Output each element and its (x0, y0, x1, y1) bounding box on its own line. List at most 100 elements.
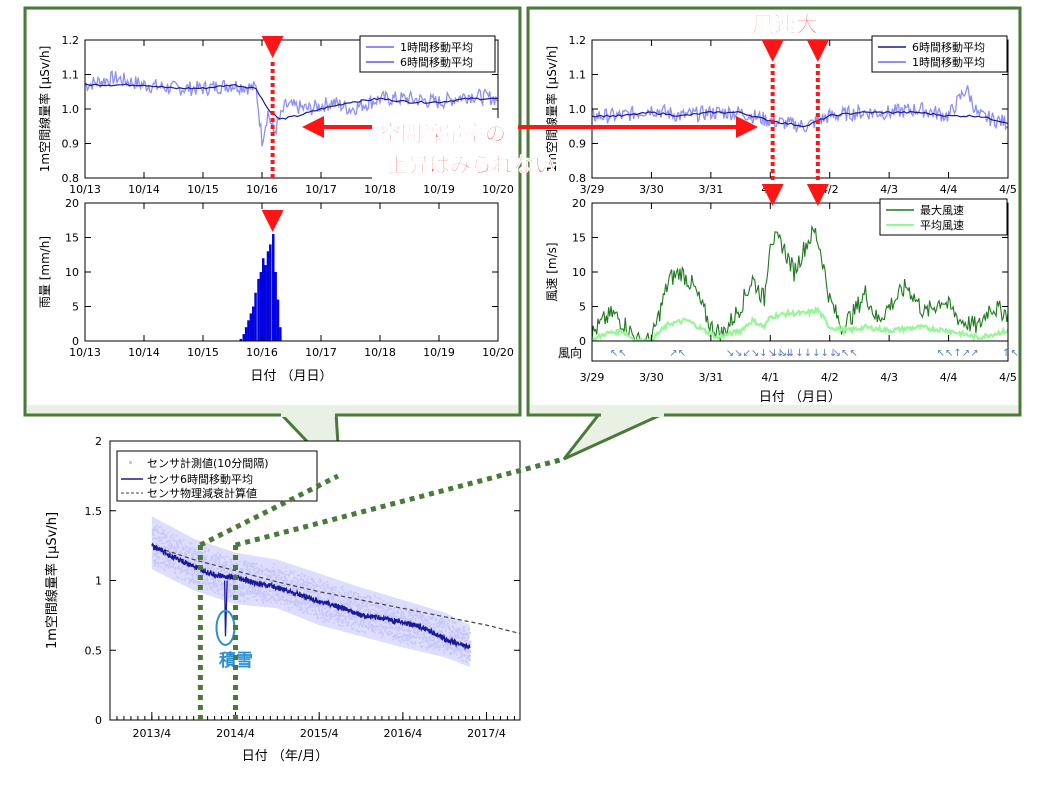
left-dose-xtick-label: 10/15 (187, 183, 219, 196)
strong-wind-annotation: 風速大 (752, 12, 818, 38)
left-dose-ytick-label: 1.2 (62, 34, 80, 47)
wind-peak-marker-top (806, 40, 829, 62)
right-wind-xtick-label: 4/3 (880, 371, 898, 384)
left-dose-xtick-label: 10/18 (364, 183, 396, 196)
right-wind-ytick-label: 5 (579, 301, 586, 314)
rain-bar (239, 338, 243, 341)
rain-bar (254, 292, 257, 341)
no-rise-annotation-line2: 上昇はみられない (387, 153, 555, 177)
right-dose-ytick-label: 0.8 (569, 172, 587, 185)
left-rain-xtick-label: 10/14 (128, 346, 160, 359)
right-dose-6h-line (591, 110, 1009, 128)
right-dose-xtick-label: 3/30 (639, 183, 664, 196)
main-xtick-label: 2017/4 (467, 727, 506, 740)
right-wind-xtick-label: 4/1 (761, 371, 779, 384)
right-wind-ytick-label: 20 (572, 197, 586, 210)
rain-bar (266, 251, 270, 341)
rain-bar (264, 265, 267, 341)
right-wind-legend-box (879, 198, 1008, 236)
right-dose-ytick-label: 0.9 (569, 138, 587, 151)
sensor-10min-point (469, 655, 471, 658)
wind-direction-label: 風向 (558, 345, 582, 360)
right-xlabel: 日付 （月日） (759, 390, 841, 405)
right-callout-pointer (562, 411, 666, 461)
snow-cover-annotation: 積雪 (219, 650, 253, 671)
right-dose-1h-line (591, 85, 1009, 133)
left-dose-legend-label: 1時間移動平均 (400, 40, 473, 54)
right-dose-legend-box (871, 35, 1008, 73)
left-dose-xtick-label: 10/17 (305, 183, 337, 196)
main-ytick-label: 0 (95, 714, 102, 727)
rain-bar (272, 234, 275, 341)
wind-direction-arrows: ↖↖↑↗↗ (937, 348, 979, 359)
wind-peak-marker-bottom (806, 184, 829, 206)
left-rain-xtick-label: 10/20 (482, 346, 514, 359)
left-rain-xtick-label: 10/16 (246, 346, 278, 359)
left-dose-ytick-label: 1.1 (62, 69, 80, 82)
left-rain-xtick-label: 10/17 (305, 346, 337, 359)
rain-bar (274, 272, 277, 341)
sensor-10min-point (469, 659, 472, 661)
left-dose-xtick-label: 10/13 (69, 183, 101, 196)
left-rain-ylabel: 雨量 [mm/h] (38, 236, 52, 308)
rain-bar (262, 258, 265, 341)
rain-bar (276, 299, 280, 341)
sensor-10min-point (469, 641, 472, 643)
right-dose-legend-label: 6時間移動平均 (912, 40, 985, 54)
wind-max-line (591, 224, 1009, 343)
rain-bar (247, 320, 250, 341)
right-dose-xtick-label: 3/29 (580, 183, 605, 196)
left-dose-ytick-label: 1.0 (62, 103, 80, 116)
left-dose-xtick-label: 10/16 (246, 183, 278, 196)
right-dose-legend-label: 1時間移動平均 (912, 55, 985, 69)
wind-peak-marker-top (761, 40, 784, 62)
left-rain-xtick-label: 10/18 (364, 346, 396, 359)
main-ytick-label: 2 (95, 435, 102, 448)
wind-direction-arrows: ↓↘↓↓↓↓↓↓ (770, 348, 837, 359)
right-wind-xtick-label: 3/29 (580, 371, 605, 384)
right-dose-xtick-label: 3/31 (699, 183, 724, 196)
main-ylabel: 1m空間線量率 [μSv/h] (44, 512, 60, 649)
right-dose-ytick-label: 1.0 (569, 103, 587, 116)
sensor-10min-point (469, 631, 472, 634)
rain-bar (249, 313, 253, 341)
wind-peak-marker-bottom (761, 184, 784, 206)
rain-bar (244, 327, 248, 341)
left-dose-legend-box (359, 35, 496, 73)
main-xlabel: 日付 （年/月） (242, 749, 329, 764)
right-wind-ytick-label: 10 (572, 266, 586, 279)
rain-bar (251, 306, 255, 341)
physical-decay-line (151, 545, 521, 635)
left-rain-xtick-label: 10/13 (69, 346, 101, 359)
left-dose-1h-line (84, 70, 499, 147)
sensor-6h-average-line (151, 542, 471, 651)
main-xtick-label: 2014/4 (216, 727, 255, 740)
main-legend-label-decay: センサ物理減衰計算値 (147, 486, 257, 500)
left-dose-ytick-label: 0.9 (62, 138, 80, 151)
sensor-10min-point (469, 651, 472, 653)
wind-avg-line (591, 305, 1009, 344)
left-peak-marker-top (261, 36, 284, 58)
left-rain-ytick-label: 0 (72, 335, 79, 348)
period-connector-right (234, 456, 565, 548)
left-dose-xtick-label: 10/14 (128, 183, 160, 196)
sensor-10min-point (469, 643, 471, 645)
right-wind-xtick-label: 4/2 (821, 371, 839, 384)
wind-direction-arrows: ↖↖ (610, 348, 627, 359)
no-rise-annotation-bg (372, 118, 518, 180)
left-rain-ytick-label: 10 (65, 266, 79, 279)
main-legend-swatch-points (129, 461, 132, 464)
rain-bar (242, 334, 246, 341)
right-wind-legend-label: 平均風速 (920, 219, 964, 232)
chart-layer: 0.8 0.9 1.0 1.1 1.2 10/13 10/14 10/15 10/16 10/17… (27, 10, 1019, 764)
right-dose-xtick-label: 4/4 (940, 183, 958, 196)
main-legend-label-average: センサ6時間移動平均 (147, 472, 253, 486)
main-ytick-label: 1.5 (85, 505, 103, 518)
main-legend-box (116, 450, 318, 502)
right-dose-ylabel: 1m空間線量率 [μSv/h] (544, 46, 559, 173)
rain-bar (257, 278, 260, 341)
left-rain-ytick-label: 15 (65, 232, 79, 245)
wind-direction-arrows: ↘↖↖ (833, 348, 858, 359)
